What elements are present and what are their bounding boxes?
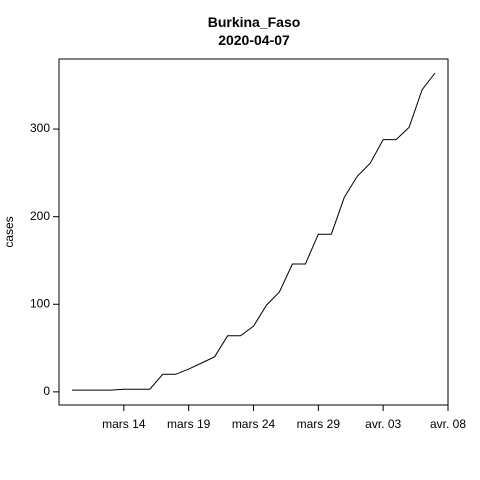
y-tick-label: 100 <box>30 296 50 310</box>
y-tick-label: 200 <box>30 209 50 223</box>
y-axis: 0 100 200 300 <box>30 121 59 398</box>
y-tick-label: 300 <box>30 121 50 135</box>
x-axis: mars 14 mars 19 mars 24 mars 29 avr. 03 avr. … <box>102 405 466 431</box>
x-tick-label: mars 24 <box>232 417 276 431</box>
chart-title: Burkina_Faso <box>208 14 301 30</box>
y-tick-label: 0 <box>43 384 50 398</box>
x-tick-label: avr. 03 <box>365 417 401 431</box>
x-tick-label: mars 14 <box>102 417 146 431</box>
x-tick-label: mars 29 <box>297 417 341 431</box>
series-line <box>72 72 436 391</box>
x-tick-label: avr. 08 <box>430 417 466 431</box>
x-tick-label: mars 19 <box>167 417 211 431</box>
chart-subtitle: 2020-04-07 <box>218 32 290 48</box>
y-axis-label: cases <box>2 216 16 247</box>
series-layer <box>72 72 436 391</box>
